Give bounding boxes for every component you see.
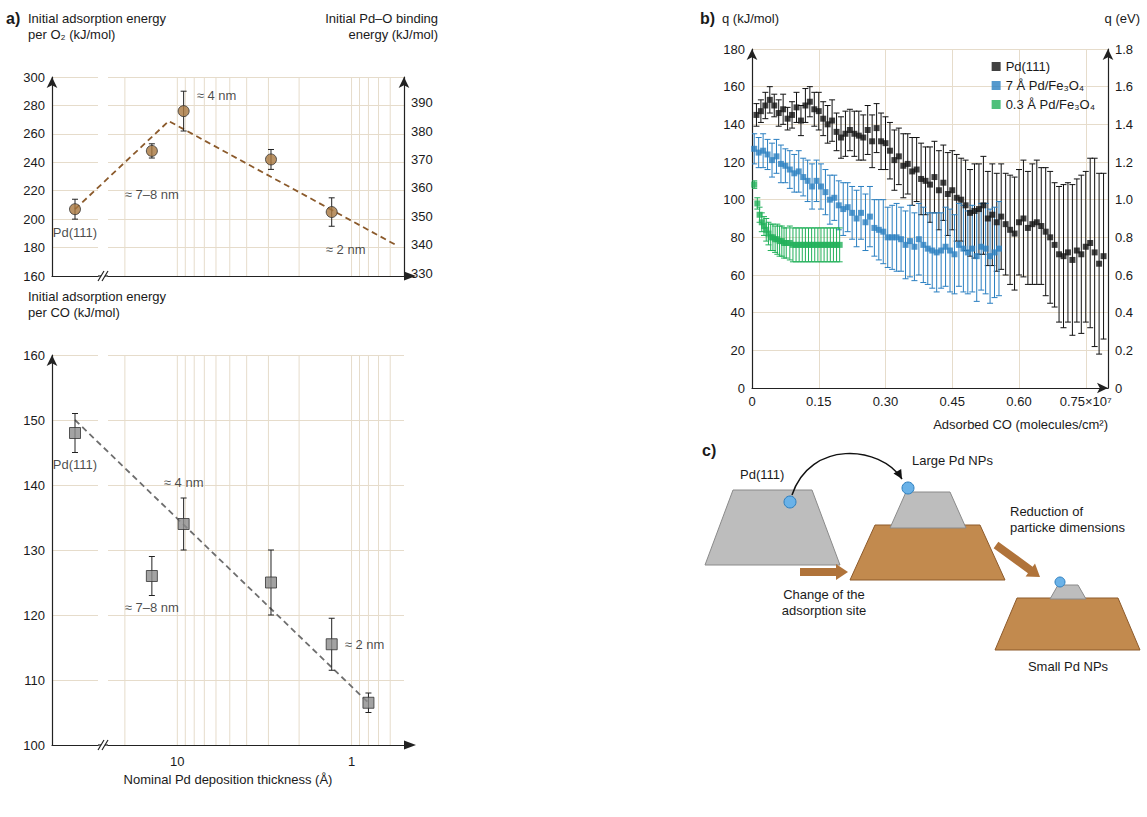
- svg-text:160: 160: [23, 348, 45, 363]
- svg-text:380: 380: [411, 124, 433, 139]
- svg-text:Pd(111): Pd(111): [53, 457, 97, 472]
- svg-text:1.8: 1.8: [1115, 42, 1133, 57]
- svg-text:Small Pd NPs: Small Pd NPs: [1028, 659, 1109, 674]
- svg-text:110: 110: [24, 673, 45, 688]
- svg-text:0: 0: [1115, 381, 1122, 396]
- svg-text:0.45: 0.45: [940, 394, 965, 409]
- svg-text:Initial Pd–O binding: Initial Pd–O binding: [325, 11, 438, 26]
- svg-text:130: 130: [23, 543, 45, 558]
- svg-text:10: 10: [170, 754, 184, 769]
- svg-text:370: 370: [411, 152, 433, 167]
- svg-text:q (eV): q (eV): [1105, 11, 1140, 26]
- svg-text:1.2: 1.2: [1115, 155, 1133, 170]
- svg-text:220: 220: [23, 183, 45, 198]
- svg-text:1.6: 1.6: [1115, 79, 1133, 94]
- svg-text:0.4: 0.4: [1115, 305, 1133, 320]
- svg-text:0.6: 0.6: [1115, 268, 1133, 283]
- svg-text:200: 200: [23, 212, 45, 227]
- svg-text:≈ 7–8 nm: ≈ 7–8 nm: [125, 187, 179, 202]
- svg-text:0: 0: [738, 381, 745, 396]
- svg-text:160: 160: [723, 79, 745, 94]
- svg-text:≈ 2 nm: ≈ 2 nm: [345, 637, 385, 652]
- svg-text:140: 140: [23, 478, 45, 493]
- svg-text:Pd(111): Pd(111): [1006, 59, 1050, 74]
- svg-text:Initial adsorption energy: Initial adsorption energy: [28, 289, 167, 304]
- svg-text:180: 180: [723, 42, 745, 57]
- svg-text:Nominal Pd deposition thicknes: Nominal Pd deposition thickness (Å): [124, 772, 333, 787]
- svg-text:Adsorbed CO (molecules/cm²): Adsorbed CO (molecules/cm²): [933, 417, 1108, 432]
- svg-text:330: 330: [411, 266, 433, 281]
- svg-text:≈ 2 nm: ≈ 2 nm: [326, 242, 366, 257]
- svg-text:120: 120: [723, 155, 745, 170]
- svg-text:0.30: 0.30: [873, 394, 898, 409]
- svg-text:1: 1: [348, 754, 355, 769]
- svg-text:particke dimensions: particke dimensions: [1010, 520, 1125, 535]
- svg-text:adsorption site: adsorption site: [782, 603, 867, 618]
- svg-text:100: 100: [23, 738, 45, 753]
- svg-text:160: 160: [23, 269, 45, 284]
- svg-text:7 Å Pd/Fe₃O₄: 7 Å Pd/Fe₃O₄: [1006, 78, 1085, 93]
- svg-text:Pd(111): Pd(111): [53, 225, 97, 240]
- svg-text:120: 120: [23, 608, 45, 623]
- svg-text:180: 180: [23, 240, 45, 255]
- svg-text:c): c): [702, 442, 716, 459]
- svg-text:b): b): [700, 10, 715, 27]
- svg-text:300: 300: [23, 70, 45, 85]
- svg-text:1.0: 1.0: [1115, 192, 1133, 207]
- svg-text:1.4: 1.4: [1115, 117, 1133, 132]
- svg-text:Initial adsorption energy: Initial adsorption energy: [28, 11, 167, 26]
- svg-text:60: 60: [731, 268, 745, 283]
- svg-text:80: 80: [731, 230, 745, 245]
- svg-text:Large Pd NPs: Large Pd NPs: [912, 453, 993, 468]
- svg-text:360: 360: [411, 180, 433, 195]
- svg-text:240: 240: [23, 155, 45, 170]
- svg-text:0.60: 0.60: [1006, 394, 1031, 409]
- svg-text:140: 140: [723, 117, 745, 132]
- svg-text:0.75×10⁷: 0.75×10⁷: [1060, 394, 1112, 409]
- svg-text:0.8: 0.8: [1115, 230, 1133, 245]
- svg-text:a): a): [6, 10, 20, 27]
- svg-text:per CO (kJ/mol): per CO (kJ/mol): [28, 305, 120, 320]
- svg-text:350: 350: [411, 209, 433, 224]
- svg-text:Change of the: Change of the: [783, 587, 865, 602]
- svg-text:150: 150: [23, 413, 45, 428]
- svg-text:≈ 4 nm: ≈ 4 nm: [197, 88, 237, 103]
- svg-text:per O₂ (kJ/mol): per O₂ (kJ/mol): [28, 27, 115, 42]
- svg-text:340: 340: [411, 237, 433, 252]
- svg-text:40: 40: [731, 305, 745, 320]
- svg-text:0.15: 0.15: [806, 394, 831, 409]
- svg-text:280: 280: [23, 98, 45, 113]
- svg-text:0.2: 0.2: [1115, 343, 1133, 358]
- svg-text:energy (kJ/mol): energy (kJ/mol): [348, 27, 438, 42]
- svg-text:Pd(111): Pd(111): [740, 467, 784, 482]
- svg-text:Reduction of: Reduction of: [1010, 504, 1083, 519]
- svg-text:20: 20: [731, 343, 745, 358]
- svg-text:0.3 Å Pd/Fe₃O₄: 0.3 Å Pd/Fe₃O₄: [1006, 97, 1095, 112]
- svg-text:390: 390: [411, 95, 433, 110]
- svg-text:≈ 7–8 nm: ≈ 7–8 nm: [125, 600, 179, 615]
- svg-text:260: 260: [23, 126, 45, 141]
- svg-text:≈ 4 nm: ≈ 4 nm: [164, 475, 204, 490]
- svg-text:100: 100: [723, 192, 745, 207]
- svg-text:0: 0: [748, 394, 755, 409]
- svg-text:q (kJ/mol): q (kJ/mol): [722, 11, 779, 26]
